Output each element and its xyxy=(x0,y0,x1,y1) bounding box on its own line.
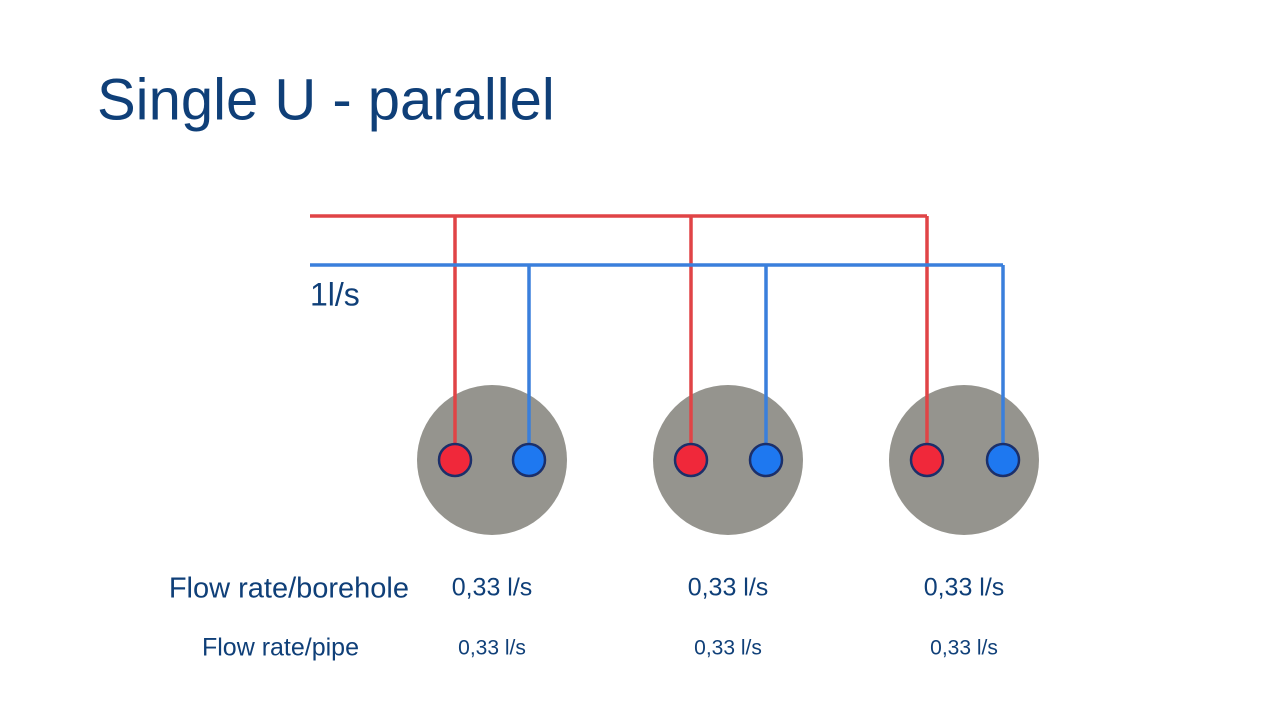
pipe-supply xyxy=(437,442,473,478)
value: 0,33 l/s xyxy=(930,637,998,660)
value: 0,33 l/s xyxy=(924,574,1005,602)
slide-title: Single U - parallel xyxy=(97,67,555,132)
pipe-supply xyxy=(909,442,945,478)
row-label: Flow rate/pipe xyxy=(202,634,359,662)
pipe-supply xyxy=(673,442,709,478)
value: 0,33 l/s xyxy=(458,637,526,660)
pipe-return xyxy=(511,442,547,478)
row-label: Flow rate/borehole xyxy=(169,573,409,605)
supply-pipe xyxy=(310,214,929,460)
diagram xyxy=(310,214,1039,535)
value: 0,33 l/s xyxy=(688,574,769,602)
pipe-return xyxy=(985,442,1021,478)
pipe-return xyxy=(748,442,784,478)
flow-label: 1l/s xyxy=(310,276,360,312)
value: 0,33 l/s xyxy=(452,574,533,602)
return-pipe xyxy=(310,263,1005,460)
value: 0,33 l/s xyxy=(694,637,762,660)
